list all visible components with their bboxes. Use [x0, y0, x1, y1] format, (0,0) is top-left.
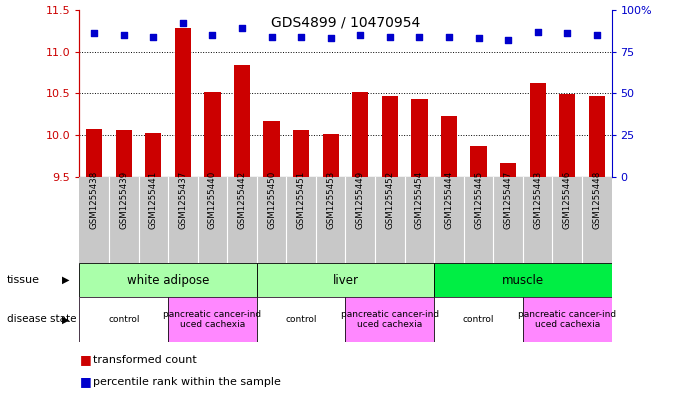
Text: ■: ■ [79, 353, 91, 366]
Bar [293, 130, 310, 177]
Text: white adipose: white adipose [127, 274, 209, 286]
Bar [523, 297, 612, 342]
Bar [205, 92, 220, 177]
Bar [234, 65, 250, 177]
Point [88, 30, 100, 36]
Point [354, 32, 366, 38]
Text: ▶: ▶ [61, 314, 69, 324]
Text: percentile rank within the sample: percentile rank within the sample [93, 377, 281, 387]
Bar [441, 116, 457, 177]
Text: control: control [463, 315, 494, 324]
Point [414, 33, 425, 40]
Bar [263, 121, 280, 177]
Text: pancreatic cancer-ind
uced cachexia: pancreatic cancer-ind uced cachexia [341, 310, 439, 329]
Bar [381, 96, 398, 177]
Bar [86, 129, 102, 177]
Bar [323, 134, 339, 177]
Bar [434, 297, 523, 342]
Text: pancreatic cancer-ind
uced cachexia: pancreatic cancer-ind uced cachexia [163, 310, 262, 329]
Bar [559, 94, 576, 177]
Text: muscle: muscle [502, 274, 544, 286]
Text: GDS4899 / 10470954: GDS4899 / 10470954 [271, 16, 420, 30]
Point [591, 32, 603, 38]
Text: control: control [285, 315, 317, 324]
Bar [352, 92, 368, 177]
Bar [257, 297, 346, 342]
Point [384, 33, 395, 40]
Bar [346, 297, 434, 342]
Bar [257, 263, 434, 297]
Text: tissue: tissue [7, 275, 40, 285]
Text: control: control [108, 315, 140, 324]
Point [502, 37, 513, 43]
Text: ▶: ▶ [61, 275, 69, 285]
Bar [500, 163, 516, 177]
Bar [411, 99, 428, 177]
Bar [168, 297, 257, 342]
Bar [145, 134, 162, 177]
Point [562, 30, 573, 36]
Text: disease state: disease state [7, 314, 77, 324]
Point [532, 28, 543, 35]
Text: liver: liver [332, 274, 359, 286]
Bar [529, 83, 546, 177]
Bar [115, 130, 132, 177]
Bar [79, 297, 168, 342]
Point [296, 33, 307, 40]
Point [236, 25, 247, 31]
Bar [589, 96, 605, 177]
Bar [175, 28, 191, 177]
Point [473, 35, 484, 41]
Bar [471, 146, 486, 177]
Point [207, 32, 218, 38]
Bar [434, 263, 612, 297]
Text: transformed count: transformed count [93, 355, 197, 365]
Text: pancreatic cancer-ind
uced cachexia: pancreatic cancer-ind uced cachexia [518, 310, 616, 329]
Text: ■: ■ [79, 375, 91, 388]
Point [266, 33, 277, 40]
Point [325, 35, 337, 41]
Point [148, 33, 159, 40]
Point [118, 32, 129, 38]
Bar [79, 263, 257, 297]
Point [178, 20, 189, 26]
Point [444, 33, 455, 40]
